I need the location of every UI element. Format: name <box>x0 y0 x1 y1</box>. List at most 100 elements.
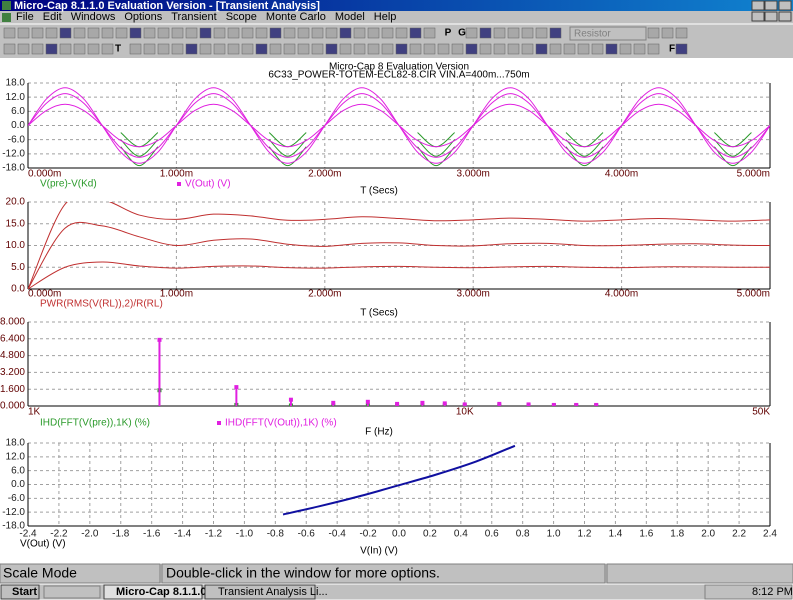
toolbar-button[interactable] <box>45 43 58 55</box>
menu-item[interactable]: File <box>16 11 34 23</box>
toolbar-button[interactable] <box>353 43 366 55</box>
menu-item[interactable]: Monte Carlo <box>266 11 326 23</box>
toolbar-text-button[interactable]: G <box>458 28 466 39</box>
toolbar-button[interactable] <box>59 43 72 55</box>
toolbar-button[interactable] <box>325 43 338 55</box>
doc-minimize[interactable] <box>751 11 765 22</box>
toolbar-button[interactable] <box>311 27 324 39</box>
toolbar-button[interactable] <box>549 43 562 55</box>
toolbar-button[interactable] <box>311 43 324 55</box>
toolbar-button[interactable] <box>241 27 254 39</box>
toolbar-button[interactable] <box>591 43 604 55</box>
toolbar-button[interactable] <box>297 43 310 55</box>
toolbar-button[interactable] <box>101 27 114 39</box>
toolbar-button[interactable] <box>479 27 492 39</box>
toolbar-button[interactable] <box>157 27 170 39</box>
toolbar-button[interactable] <box>409 43 422 55</box>
toolbar-button[interactable] <box>479 43 492 55</box>
toolbar-button[interactable] <box>535 27 548 39</box>
toolbar-button[interactable] <box>73 43 86 55</box>
toolbar-button[interactable] <box>185 43 198 55</box>
toolbar-button[interactable] <box>493 27 506 39</box>
component-combo[interactable] <box>569 26 647 41</box>
toolbar-button[interactable] <box>675 27 688 39</box>
toolbar-button[interactable] <box>563 43 576 55</box>
toolbar-button[interactable] <box>17 43 30 55</box>
toolbar-button[interactable] <box>171 43 184 55</box>
toolbar-button[interactable] <box>3 27 16 39</box>
doc-restore[interactable] <box>764 11 778 22</box>
toolbar-button[interactable] <box>339 43 352 55</box>
menu-item[interactable]: Model <box>335 11 365 23</box>
toolbar-button[interactable] <box>129 43 142 55</box>
toolbar-button[interactable] <box>493 43 506 55</box>
toolbar-button[interactable] <box>451 43 464 55</box>
toolbar-button[interactable] <box>437 43 450 55</box>
toolbar-button[interactable] <box>549 27 562 39</box>
toolbar-button[interactable] <box>227 43 240 55</box>
maximize[interactable] <box>764 0 778 11</box>
toolbar-button[interactable] <box>269 27 282 39</box>
toolbar-text-button[interactable]: T <box>115 44 121 55</box>
toolbar-button[interactable] <box>633 43 646 55</box>
toolbar-button[interactable] <box>59 27 72 39</box>
toolbar-button[interactable] <box>283 43 296 55</box>
toolbar-button[interactable] <box>619 43 632 55</box>
toolbar-button[interactable] <box>255 27 268 39</box>
menu-item[interactable]: Windows <box>71 11 116 23</box>
toolbar-button[interactable] <box>269 43 282 55</box>
toolbar-button[interactable] <box>213 27 226 39</box>
toolbar-button[interactable] <box>157 43 170 55</box>
toolbar-button[interactable] <box>143 27 156 39</box>
toolbar-button[interactable] <box>213 43 226 55</box>
toolbar-button[interactable] <box>409 27 422 39</box>
toolbar-button[interactable] <box>199 27 212 39</box>
toolbar-button[interactable] <box>423 43 436 55</box>
toolbar-button[interactable] <box>185 27 198 39</box>
task-button[interactable] <box>204 584 316 600</box>
toolbar-button[interactable] <box>325 27 338 39</box>
toolbar-button[interactable] <box>395 43 408 55</box>
toolbar-button[interactable] <box>283 27 296 39</box>
toolbar-button[interactable] <box>241 43 254 55</box>
toolbar-button[interactable] <box>45 27 58 39</box>
toolbar-button[interactable] <box>521 43 534 55</box>
toolbar-button[interactable] <box>199 43 212 55</box>
toolbar-button[interactable] <box>17 27 30 39</box>
toolbar-button[interactable] <box>31 27 44 39</box>
toolbar-button[interactable] <box>465 43 478 55</box>
toolbar-button[interactable] <box>255 43 268 55</box>
toolbar-text-button[interactable]: F <box>669 44 675 55</box>
toolbar-button[interactable] <box>507 27 520 39</box>
title-buttons[interactable] <box>751 0 792 22</box>
toolbar-button[interactable] <box>73 27 86 39</box>
toolbar-text-button[interactable]: P <box>445 28 452 39</box>
toolbar-button[interactable] <box>661 27 674 39</box>
close[interactable] <box>778 0 792 11</box>
toolbar-button[interactable] <box>381 27 394 39</box>
toolbar-button[interactable] <box>171 27 184 39</box>
toolbar-button[interactable] <box>227 27 240 39</box>
menu-item[interactable]: Help <box>374 11 397 23</box>
toolbar-button[interactable] <box>507 43 520 55</box>
task-button[interactable] <box>103 584 203 600</box>
toolbar-button[interactable] <box>367 27 380 39</box>
toolbar-button[interactable] <box>101 43 114 55</box>
menu-item[interactable]: Options <box>124 11 162 23</box>
toolbar-button[interactable] <box>339 27 352 39</box>
toolbar-button[interactable] <box>423 27 436 39</box>
toolbar-button[interactable] <box>521 27 534 39</box>
toolbar-button[interactable] <box>395 27 408 39</box>
toolbar-button[interactable] <box>143 43 156 55</box>
toolbar-button[interactable] <box>87 27 100 39</box>
toolbar-button[interactable] <box>31 43 44 55</box>
toolbar-button[interactable] <box>605 43 618 55</box>
menu-item[interactable]: Transient <box>171 11 216 23</box>
menu-item[interactable]: Edit <box>43 11 62 23</box>
toolbar-button[interactable] <box>3 43 16 55</box>
toolbar-button[interactable] <box>129 27 142 39</box>
toolbar-button[interactable] <box>647 43 660 55</box>
minimize[interactable] <box>751 0 765 11</box>
toolbar-button[interactable] <box>577 43 590 55</box>
toolbar-button[interactable] <box>87 43 100 55</box>
